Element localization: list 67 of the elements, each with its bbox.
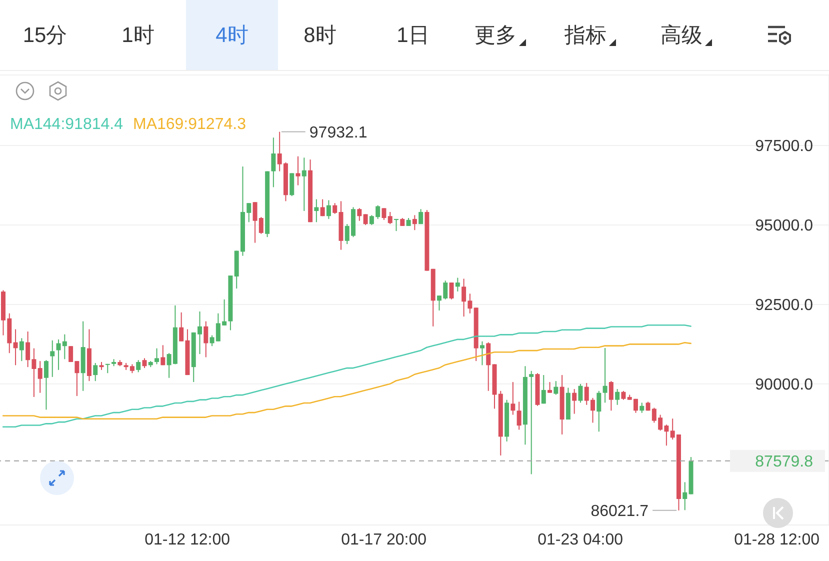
- candlestick: [357, 208, 362, 222]
- candlestick: [363, 214, 368, 226]
- candlestick: [640, 402, 644, 414]
- text: 更多: [474, 23, 516, 49]
- y-tick-label: 97500.0: [755, 138, 814, 156]
- candlestick: [578, 383, 583, 404]
- candlestick: [136, 360, 141, 373]
- candlestick: [529, 370, 534, 475]
- annotation: 86021.7: [590, 502, 649, 520]
- y-tick-label: 92500.0: [755, 297, 814, 314]
- line-series: [2, 342, 692, 420]
- candlestick: [480, 340, 484, 366]
- candlestick: [271, 137, 276, 188]
- candlestick: [154, 348, 160, 365]
- text: 4时: [216, 23, 248, 49]
- ref-line-label: 87579.8: [755, 453, 814, 470]
- candlestick: [50, 340, 55, 378]
- text: 1日: [396, 23, 430, 49]
- text: 8时: [304, 23, 336, 49]
- candlestick: [388, 211, 392, 225]
- candlestick: [296, 156, 300, 186]
- candlestick: [572, 388, 577, 414]
- candlestick: [13, 328, 18, 366]
- candlestick: [548, 382, 552, 394]
- candlestick: [486, 342, 491, 392]
- candlestick: [412, 214, 417, 231]
- candlestick: [44, 360, 48, 410]
- candlestick: [615, 388, 620, 406]
- candlestick: [596, 390, 602, 432]
- line-series: [2, 324, 692, 428]
- candlestick: [302, 157, 306, 212]
- candlestick: [541, 374, 546, 404]
- candlestick: [93, 362, 98, 382]
- candlestick: [38, 360, 42, 394]
- candlestick: [608, 380, 614, 412]
- text: MA169:91274.3: [132, 116, 246, 134]
- candlestick: [204, 320, 208, 358]
- candlestick: [602, 348, 608, 404]
- candlestick: [19, 338, 24, 362]
- candlestick: [449, 282, 454, 300]
- candlestick: [320, 198, 325, 217]
- x-tick-label: 01-28 12:00: [734, 531, 820, 548]
- candlestick: [394, 218, 399, 232]
- candlestick: [326, 200, 331, 220]
- candlestick: [105, 363, 110, 374]
- candlestick: [290, 172, 294, 197]
- text: 指标: [564, 23, 606, 49]
- text: 高级: [660, 23, 702, 49]
- x-tick-label: 01-12 12:00: [144, 531, 230, 548]
- text: 1时: [122, 23, 154, 49]
- y-tick-label: 95000.0: [755, 218, 814, 235]
- candlestick: [160, 344, 166, 366]
- text: MA144:91814.4: [10, 116, 123, 134]
- candlestick: [455, 277, 460, 292]
- candlestick: [142, 358, 147, 369]
- text: 15分: [22, 23, 68, 49]
- annotation: 97932.1: [309, 124, 368, 142]
- candlestick: [554, 380, 558, 396]
- x-tick-label: 01-17 20:00: [341, 531, 427, 548]
- candlestick: [510, 382, 516, 416]
- candlestick: [682, 482, 688, 511]
- candlestick: [314, 198, 319, 223]
- candlestick: [382, 208, 386, 220]
- candlestick: [516, 401, 522, 430]
- candlestick: [418, 208, 424, 225]
- x-tick-label: 01-23 04:00: [538, 531, 624, 548]
- y-tick-label: 90000.0: [755, 376, 814, 394]
